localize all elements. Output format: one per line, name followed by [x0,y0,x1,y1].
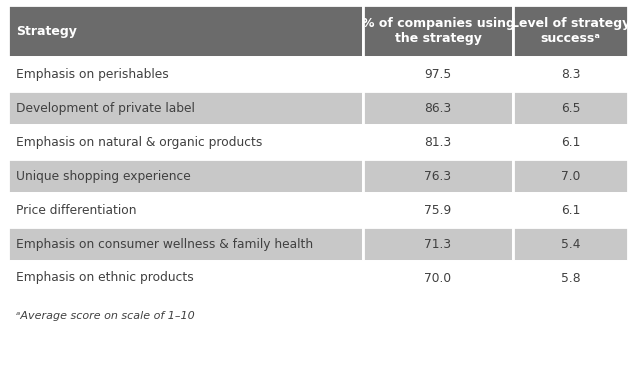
Text: Emphasis on ethnic products: Emphasis on ethnic products [16,272,194,285]
Bar [8,125,363,159]
Text: 6.1: 6.1 [561,135,580,148]
Text: 81.3: 81.3 [425,135,452,148]
Bar [8,261,363,295]
Bar [513,227,628,261]
Bar [363,5,513,57]
Text: Unique shopping experience: Unique shopping experience [16,169,191,183]
Text: 71.3: 71.3 [425,237,452,251]
Text: 76.3: 76.3 [425,169,452,183]
Bar [8,193,363,227]
Text: 75.9: 75.9 [425,203,452,217]
Bar [513,91,628,125]
Text: 70.0: 70.0 [425,272,452,285]
Bar [513,5,628,57]
Bar [363,193,513,227]
Text: 86.3: 86.3 [425,101,452,114]
Text: Price differentiation: Price differentiation [16,203,136,217]
Bar [8,227,363,261]
Bar [8,295,628,337]
Text: % of companies using
the strategy: % of companies using the strategy [362,17,515,45]
Text: Emphasis on consumer wellness & family health: Emphasis on consumer wellness & family h… [16,237,313,251]
Text: 5.8: 5.8 [560,272,581,285]
Bar [8,91,363,125]
Text: ᵃAverage score on scale of 1–10: ᵃAverage score on scale of 1–10 [16,311,195,321]
Text: Emphasis on perishables: Emphasis on perishables [16,67,169,80]
Bar [513,159,628,193]
Text: 5.4: 5.4 [560,237,580,251]
Text: 6.5: 6.5 [560,101,580,114]
Text: 7.0: 7.0 [561,169,580,183]
Bar [8,5,363,57]
Bar [8,159,363,193]
Bar [363,57,513,91]
Bar [513,57,628,91]
Bar [363,125,513,159]
Bar [513,193,628,227]
Text: 6.1: 6.1 [561,203,580,217]
Text: 97.5: 97.5 [425,67,452,80]
Text: Development of private label: Development of private label [16,101,195,114]
Bar [513,261,628,295]
Text: Level of strategy
successᵃ: Level of strategy successᵃ [511,17,629,45]
Bar [513,125,628,159]
Bar [8,57,363,91]
Bar [363,261,513,295]
Bar [363,227,513,261]
Text: 8.3: 8.3 [560,67,580,80]
Text: Strategy: Strategy [16,25,77,37]
Bar [363,91,513,125]
Text: Emphasis on natural & organic products: Emphasis on natural & organic products [16,135,262,148]
Bar [363,159,513,193]
